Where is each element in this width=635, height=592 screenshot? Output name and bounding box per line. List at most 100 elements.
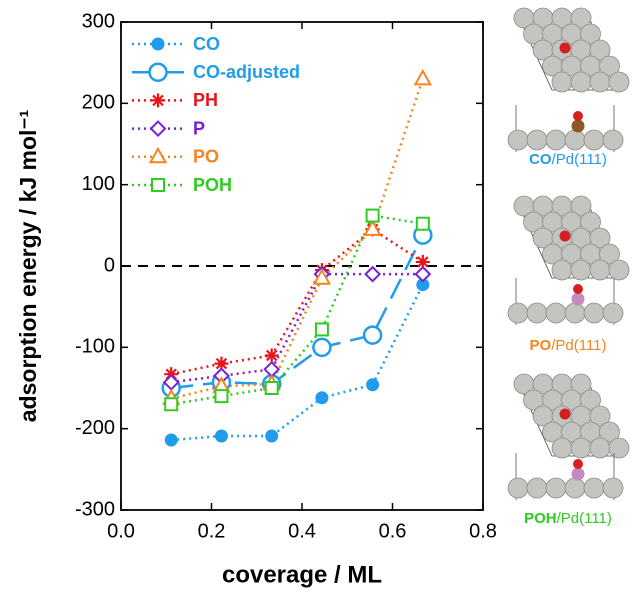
marker [415,254,430,269]
atom [599,421,620,443]
atom [599,243,620,265]
x-tick-label: 0.2 [198,520,226,542]
atom [564,477,586,499]
y-tick-label: -200 [75,417,115,439]
marker [416,278,430,292]
series-line [171,234,424,390]
atom [608,71,630,93]
marker [364,265,382,283]
atom [526,129,548,151]
structure-label: CO/Pd(111) [529,151,607,168]
atom [608,437,630,459]
atom [551,259,573,281]
structure-label: PO/Pd(111) [530,337,607,354]
legend-marker [149,120,167,138]
atom [583,477,605,499]
atom [570,437,592,459]
atom [545,129,567,151]
series-line [171,272,423,384]
atom [602,302,624,324]
surface-name: /Pd(111) [551,337,606,354]
atom [570,7,592,29]
adsorbate-atom [559,230,571,242]
marker [164,397,179,412]
marker [264,348,279,363]
atom [583,302,605,324]
atom [602,477,624,499]
marker [312,337,332,358]
y-tick-label: -300 [75,498,115,520]
atom [608,259,630,281]
atom [570,373,592,395]
surface-name: /Pd(111) [557,510,612,527]
x-tick-label: 0.6 [379,520,407,542]
legend-marker [148,146,168,164]
series-line [170,78,425,400]
legend-label: POH [193,175,232,195]
adsorbate-name: CO [529,151,552,168]
atom [580,23,601,45]
series-line [171,214,424,406]
marker [365,208,380,223]
x-tick-label: 0.4 [288,520,316,542]
plot-frame [120,21,484,511]
atom [599,55,620,77]
marker [314,322,329,337]
adsorbate-atom [571,467,585,481]
legend-label: PO [193,147,219,167]
atom [589,405,611,427]
marker [315,391,329,405]
atom [507,129,529,151]
atom [589,39,611,61]
atom [526,302,548,324]
atom [589,259,611,281]
atom [507,302,529,324]
legend-label: CO [193,34,220,54]
adsorbate-name: PO [530,337,552,354]
marker [164,433,178,447]
y-tick-label: 200 [82,92,115,114]
atom [564,129,586,151]
structure-label: POH/Pd(111) [524,510,612,527]
adsorbate-atom [573,459,583,469]
marker [264,381,279,395]
atom [589,71,611,93]
atom [570,259,592,281]
surface-name: /Pd(111) [552,151,607,168]
atom [545,302,567,324]
marker [362,325,383,345]
y-tick-label: 0 [104,254,115,276]
x-axis-label: coverage / ML [222,561,382,588]
marker [214,356,229,371]
marker [265,429,279,443]
adsorbate-atom [559,42,571,54]
legend-label: P [193,118,205,138]
legend-label: CO-adjusted [193,62,300,82]
legend-marker [151,37,165,51]
x-tick-label: 0.8 [469,520,497,542]
y-tick-label: 100 [82,173,115,195]
legend-marker [151,178,165,192]
marker [413,68,433,86]
marker [312,268,332,285]
x-tick-label: 0.0 [107,520,135,542]
atom [583,129,605,151]
legend-label: PH [193,90,218,110]
atom [570,71,592,93]
series-line [171,284,424,442]
adsorbate-atom [573,111,583,121]
atom [551,71,573,93]
atom [526,477,548,499]
adsorbate-atom [573,284,583,294]
marker [363,219,382,236]
marker [366,378,380,392]
adsorbate-name: POH [524,510,557,527]
y-tick-label: -100 [75,336,115,358]
adsorbate-atom [571,292,585,306]
marker [414,265,432,283]
marker [214,389,229,404]
atom [551,437,573,459]
marker [214,429,228,443]
atom [570,195,592,217]
